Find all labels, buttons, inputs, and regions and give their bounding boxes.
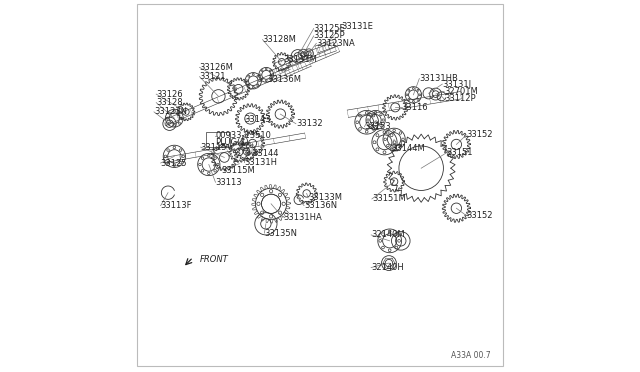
Text: 33113F: 33113F	[161, 201, 192, 210]
Text: 33153: 33153	[364, 122, 391, 131]
Text: 33123N: 33123N	[154, 108, 187, 116]
Text: 33152: 33152	[467, 130, 493, 140]
Text: 33136N: 33136N	[304, 201, 337, 210]
Text: 33132: 33132	[296, 119, 323, 128]
Text: PLUG(1): PLUG(1)	[216, 138, 249, 147]
Text: 33128M: 33128M	[262, 35, 296, 44]
Text: 33131HB: 33131HB	[419, 74, 458, 83]
Text: 33113: 33113	[216, 178, 242, 187]
Text: 33115: 33115	[201, 142, 227, 151]
Text: 33123NA: 33123NA	[316, 39, 355, 48]
Text: 33131J: 33131J	[442, 80, 472, 89]
Text: 33125: 33125	[161, 158, 187, 167]
Text: FRONT: FRONT	[200, 255, 228, 264]
Text: 32701M: 32701M	[444, 87, 478, 96]
Text: 33115M: 33115M	[221, 166, 255, 174]
Text: 33121: 33121	[200, 72, 226, 81]
Text: 33135N: 33135N	[264, 228, 298, 238]
Text: 33131HA: 33131HA	[283, 213, 322, 222]
Text: 33125P: 33125P	[314, 31, 346, 41]
Text: 33128: 33128	[156, 98, 183, 107]
Text: 32140H: 32140H	[371, 263, 404, 272]
Text: 33136M: 33136M	[268, 75, 301, 84]
Text: 32140M: 32140M	[371, 230, 404, 240]
Text: 33126M: 33126M	[200, 63, 234, 72]
Text: 33144M: 33144M	[392, 144, 425, 153]
Text: 33143: 33143	[244, 115, 271, 124]
Text: 33126: 33126	[156, 90, 183, 99]
Text: 33152: 33152	[467, 211, 493, 220]
Text: 33131E: 33131E	[342, 22, 373, 31]
Text: 33151: 33151	[447, 148, 473, 157]
Text: 33116: 33116	[401, 103, 428, 112]
Text: 33131H: 33131H	[244, 158, 277, 167]
Text: 33112P: 33112P	[444, 94, 476, 103]
Text: 33151M: 33151M	[372, 195, 406, 203]
Text: 33131M: 33131M	[283, 55, 317, 64]
Text: 00933-13510: 00933-13510	[216, 131, 271, 141]
Text: 33144: 33144	[252, 149, 278, 158]
Text: 33133M: 33133M	[308, 193, 342, 202]
Text: 33125E: 33125E	[314, 24, 346, 33]
Text: A33A 00.7: A33A 00.7	[451, 351, 490, 360]
